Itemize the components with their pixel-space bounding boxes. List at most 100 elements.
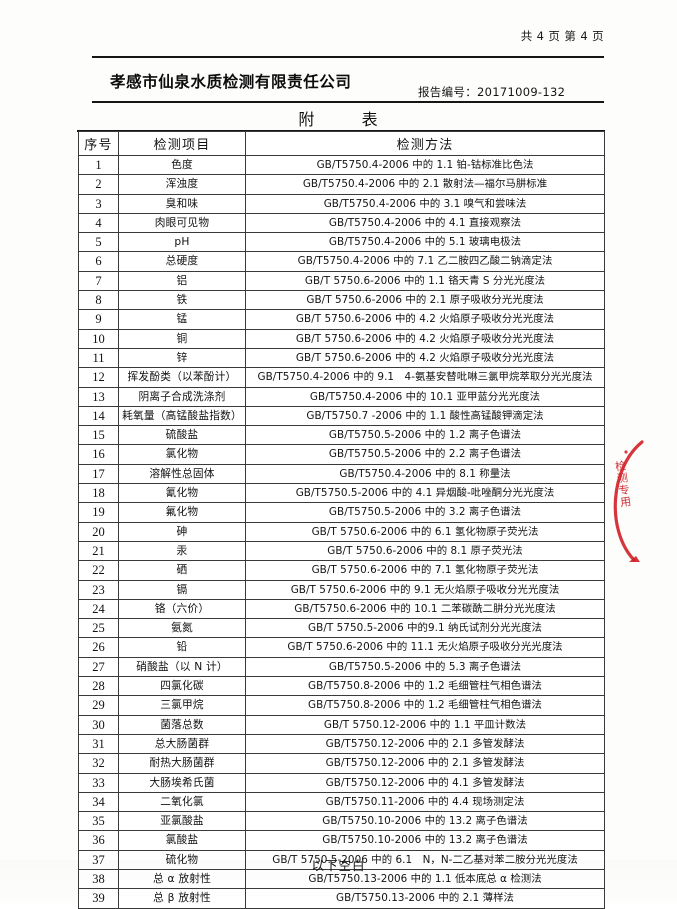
- column-header-no: 序号: [78, 131, 119, 156]
- inspection-seal-stamp: 检测专用: [596, 438, 677, 564]
- test-method-name: GB/T5750.5-2006 中的 3.2 离子色谱法: [245, 502, 605, 523]
- row-index: 24: [78, 598, 119, 620]
- table-row: 35 亚氯酸盐 GB/T5750.10-2006 中的 13.2 离子色谱法: [78, 811, 605, 832]
- table-row: 4 肉眼可见物 GB/T5750.4-2006 中的 4.1 直接观察法: [78, 212, 605, 234]
- test-item-name: 硫酸盐: [118, 425, 246, 446]
- table-row: 21 汞 GB/T 5750.6-2006 中的 8.1 原子荧光法: [78, 540, 605, 562]
- table-row: 27 硝酸盐（以 N 计） GB/T5750.5-2006 中的 5.3 离子色谱法: [78, 656, 605, 678]
- test-method-name: GB/T 5750.6-2006 中的 2.1 原子吸收分光光度法: [245, 290, 605, 311]
- row-index: 23: [78, 579, 119, 600]
- table-row: 16 氯化物 GB/T5750.5-2006 中的 2.2 离子色谱法: [78, 444, 605, 465]
- table-row: 31 总大肠菌群 GB/T5750.12-2006 中的 2.1 多管发酵法: [78, 733, 605, 755]
- row-index: 21: [78, 540, 119, 562]
- test-method-name: GB/T5750.11-2006 中的 4.4 现场测定法: [245, 791, 605, 813]
- test-method-name: GB/T5750.8-2006 中的 1.2 毛细管柱气相色谱法: [245, 676, 605, 697]
- table-row: 7 铝 GB/T 5750.6-2006 中的 1.1 铬天青 S 分光光度法: [78, 270, 605, 292]
- column-header-item: 检测项目: [118, 131, 246, 156]
- row-index: 9: [78, 309, 119, 330]
- table-row: 18 氰化物 GB/T5750.5-2006 中的 4.1 异烟酸-吡唑酮分光光度法: [78, 483, 605, 504]
- test-item-name: 锌: [118, 347, 246, 369]
- seal-text: 检测专用: [612, 459, 633, 509]
- table-row: 3 臭和味 GB/T5750.4-2006 中的 3.1 嗅气和尝味法: [78, 193, 605, 214]
- test-item-name: 二氧化氯: [118, 791, 246, 813]
- footer-note: 以下空白: [0, 855, 677, 874]
- test-item-name: 氯化物: [118, 444, 246, 465]
- test-item-name: 大肠埃希氏菌: [118, 772, 246, 793]
- test-item-name: 铁: [118, 290, 246, 311]
- table-row: 17 溶解性总固体 GB/T5750.4-2006 中的 8.1 称量法: [78, 463, 605, 485]
- test-method-name: GB/T5750.4-2006 中的 7.1 乙二胺四乙酸二钠滴定法: [245, 251, 605, 272]
- test-item-name: 铜: [118, 328, 246, 349]
- row-index: 13: [78, 386, 119, 407]
- test-item-name: 砷: [118, 521, 246, 542]
- test-method-name: GB/T5750.10-2006 中的 13.2 离子色谱法: [245, 830, 605, 851]
- test-method-name: GB/T 5750.6-2006 中的 9.1 无火焰原子吸收分光光度法: [245, 579, 605, 600]
- test-method-name: GB/T5750.4-2006 中的 3.1 嗅气和尝味法: [245, 193, 605, 214]
- row-index: 25: [78, 618, 119, 639]
- row-index: 14: [78, 405, 119, 427]
- test-method-name: GB/T5750.6-2006 中的 10.1 二苯碳酰二肼分光光度法: [245, 598, 605, 620]
- test-method-name: GB/T5750.5-2006 中的 4.1 异烟酸-吡唑酮分光光度法: [245, 483, 605, 504]
- row-index: 2: [78, 174, 119, 195]
- row-index: 4: [78, 212, 119, 234]
- table-row: 12 挥发酚类（以苯酚计） GB/T5750.4-2006 中的 9.1 4-氨基安…: [78, 367, 605, 388]
- row-index: 26: [78, 637, 119, 658]
- table-row: 20 砷 GB/T 5750.6-2006 中的 6.1 氢化物原子荧光法: [78, 521, 605, 542]
- table-row: 8 铁 GB/T 5750.6-2006 中的 2.1 原子吸收分光光度法: [78, 290, 605, 311]
- test-method-name: GB/T5750.5-2006 中的 1.2 离子色谱法: [245, 425, 605, 446]
- row-index: 18: [78, 483, 119, 504]
- test-method-name: GB/T 5750.6-2006 中的 6.1 氢化物原子荧光法: [245, 521, 605, 542]
- test-method-name: GB/T5750.4-2006 中的 10.1 亚甲蓝分光光度法: [245, 386, 605, 407]
- row-index: 17: [78, 463, 119, 485]
- row-index: 32: [78, 753, 119, 774]
- table-row: 25 氨氮 GB/T 5750.5-2006 中的9.1 纳氏试剂分光光度法: [78, 618, 605, 639]
- test-item-name: 挥发酚类（以苯酚计）: [118, 367, 246, 388]
- test-item-name: 浑浊度: [118, 174, 246, 195]
- row-index: 34: [78, 791, 119, 813]
- row-index: 31: [78, 733, 119, 755]
- test-item-name: 硒: [118, 560, 246, 581]
- table-row: 38总 α 放射性GB/T5750.13-2006 中的 1.1 低本底总 α …: [78, 868, 605, 890]
- table-row: 30 菌落总数 GB/T 5750.12-2006 中的 1.1 平皿计数法: [78, 714, 605, 735]
- test-method-name: GB/T 5750.6-2006 中的 4.2 火焰原子吸收分光光度法: [245, 328, 605, 349]
- test-item-name: 镉: [118, 579, 246, 600]
- test-method-name: GB/T 5750.5-2006 中的9.1 纳氏试剂分光光度法: [245, 618, 605, 639]
- header-rule-bottom: [92, 101, 604, 103]
- table-body: 1 色度 GB/T5750.4-2006 中的 1.1 铂-钴标准比色法 2 浑浊度 GB…: [78, 154, 605, 909]
- attachment-title: 附 表: [0, 106, 677, 130]
- row-index: 11: [78, 347, 119, 369]
- test-item-name: 臭和味: [118, 193, 246, 214]
- attachment-title-char-2: 表: [361, 110, 379, 129]
- table-row: 14 耗氧量（高锰酸盐指数） GB/T5750.7 -2006 中的 1.1 酸性高…: [78, 405, 605, 427]
- row-index: 33: [78, 772, 119, 793]
- test-method-name: GB/T5750.12-2006 中的 2.1 多管发酵法: [245, 733, 605, 755]
- test-item-name: 耐热大肠菌群: [118, 753, 246, 774]
- column-header-method: 检测方法: [245, 131, 605, 156]
- test-item-name: 肉眼可见物: [118, 212, 246, 234]
- test-item-name: 耗氧量（高锰酸盐指数）: [118, 405, 246, 427]
- table-row: 23 镉 GB/T 5750.6-2006 中的 9.1 无火焰原子吸收分光光度法: [78, 579, 605, 600]
- test-method-name: GB/T5750.10-2006 中的 13.2 离子色谱法: [245, 811, 605, 832]
- row-index: 3: [78, 193, 119, 214]
- test-item-name: 氯酸盐: [118, 830, 246, 851]
- test-method-name: GB/T5750.4-2006 中的 1.1 铂-钴标准比色法: [245, 154, 605, 176]
- table-row: 36 氯酸盐 GB/T5750.10-2006 中的 13.2 离子色谱法: [78, 830, 605, 851]
- table-row: 1 色度 GB/T5750.4-2006 中的 1.1 铂-钴标准比色法: [78, 154, 605, 176]
- test-method-name: GB/T5750.5-2006 中的 5.3 离子色谱法: [245, 656, 605, 678]
- test-item-name: 溶解性总固体: [118, 463, 246, 485]
- table-row: 13 阴离子合成洗涤剂 GB/T5750.4-2006 中的 10.1 亚甲蓝分光光…: [78, 386, 605, 407]
- row-index: 37: [78, 849, 119, 870]
- test-item-name: pH: [118, 232, 246, 253]
- row-index: 1: [78, 154, 119, 176]
- test-item-name: 氟化物: [118, 502, 246, 523]
- report-number: 报告编号：20171009-132: [418, 85, 566, 99]
- table-row: 11 锌 GB/T 5750.6-2006 中的 4.2 火焰原子吸收分光光度法: [78, 347, 605, 369]
- test-item-name: 总 α 放射性: [118, 868, 246, 890]
- table-row: 28 四氯化碳 GB/T5750.8-2006 中的 1.2 毛细管柱气相色谱法: [78, 676, 605, 697]
- row-index: 12: [78, 367, 119, 388]
- row-index: 28: [78, 676, 119, 697]
- scan-shading: [0, 860, 677, 903]
- test-method-name: GB/T5750.4-2006 中的 5.1 玻璃电极法: [245, 232, 605, 253]
- row-index: 22: [78, 560, 119, 581]
- table-row: 10 铜 GB/T 5750.6-2006 中的 4.2 火焰原子吸收分光光度法: [78, 328, 605, 349]
